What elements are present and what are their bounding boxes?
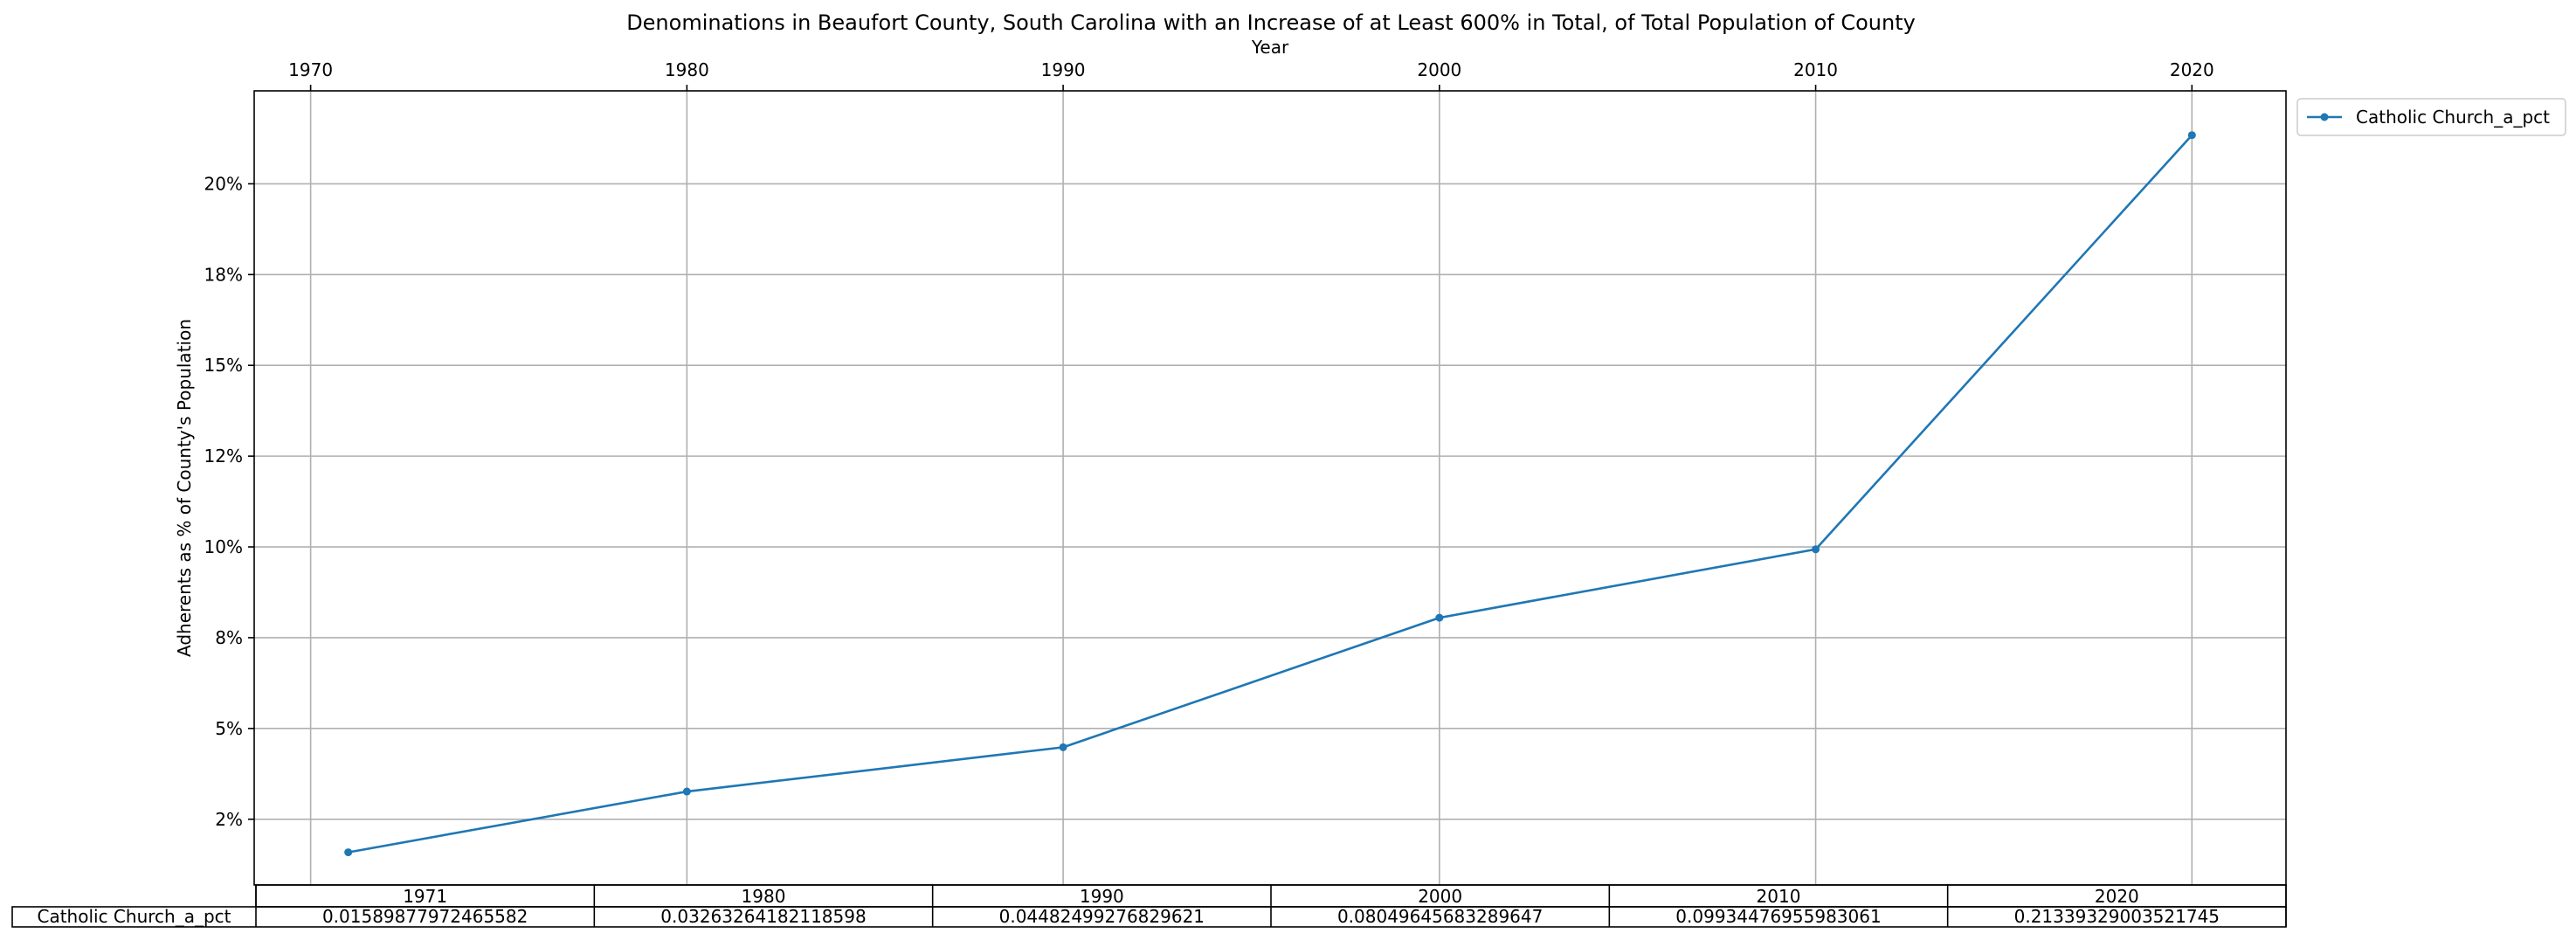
- y-tick-label: 15%: [204, 355, 243, 376]
- table-cell: 0.09934476955983061: [1675, 906, 1881, 927]
- x-tick-label: 1970: [288, 59, 333, 80]
- data-point: [344, 848, 353, 857]
- table-column-header: 1980: [742, 886, 786, 907]
- legend-dot-marker: [2320, 113, 2329, 121]
- y-tick-label: 2%: [215, 809, 243, 830]
- y-tick-label: 10%: [204, 536, 243, 557]
- data-point: [1059, 743, 1067, 751]
- x-tick-label: 1980: [665, 59, 709, 80]
- y-tick-label: 12%: [204, 446, 243, 467]
- series-group: [344, 131, 2196, 857]
- data-table: 1971 1980 1990 2000 2010 2020 Catholic Church_…: [11, 884, 2287, 928]
- data-point: [1812, 545, 1820, 554]
- x-tick-label: 1990: [1041, 59, 1086, 80]
- table-column-header: 1990: [1080, 886, 1124, 907]
- x-axis-ticks: 1970 1980 1990 2000 2010 2020: [288, 59, 2214, 91]
- x-tick-label: 2010: [1793, 59, 1838, 80]
- table-column-header: 2020: [2095, 886, 2139, 907]
- legend-label: Catholic Church_a_pct: [2356, 107, 2550, 128]
- y-tick-label: 5%: [215, 718, 243, 739]
- chart-title: Denominations in Beaufort County, South …: [626, 10, 1916, 35]
- x-axis-label: Year: [1251, 37, 1289, 58]
- legend: Catholic Church_a_pct: [2296, 98, 2566, 136]
- data-point: [2187, 131, 2196, 140]
- table-row-label: Catholic Church_a_pct: [37, 906, 231, 927]
- series-line: [348, 134, 2193, 854]
- y-axis-ticks: 2% 5% 8% 10% 12% 15% 18% 20%: [204, 173, 254, 830]
- y-tick-label: 8%: [215, 627, 243, 648]
- grid-lines: [254, 91, 2286, 885]
- table-cell: 0.04482499276829621: [999, 906, 1205, 927]
- data-point: [682, 787, 691, 796]
- y-tick-label: 20%: [204, 173, 243, 194]
- table-cell: 0.21339329003521745: [2014, 906, 2220, 927]
- table-cell: 0.03263264182118598: [660, 906, 866, 927]
- data-point: [1435, 613, 1444, 622]
- table-cell: 0.08049645683289647: [1337, 906, 1543, 927]
- plot-frame: [253, 90, 2287, 886]
- table-cell: 0.01589877972465582: [322, 906, 528, 927]
- table-column-header: 2000: [1418, 886, 1462, 907]
- table-column-header: 1971: [403, 886, 447, 907]
- x-tick-label: 2020: [2170, 59, 2214, 80]
- y-tick-label: 18%: [204, 264, 243, 285]
- y-axis-label: Adherents as % of County's Population: [174, 319, 195, 657]
- x-tick-label: 2000: [1417, 59, 1461, 80]
- table-column-header: 2010: [1757, 886, 1801, 907]
- legend-box: [2296, 98, 2566, 136]
